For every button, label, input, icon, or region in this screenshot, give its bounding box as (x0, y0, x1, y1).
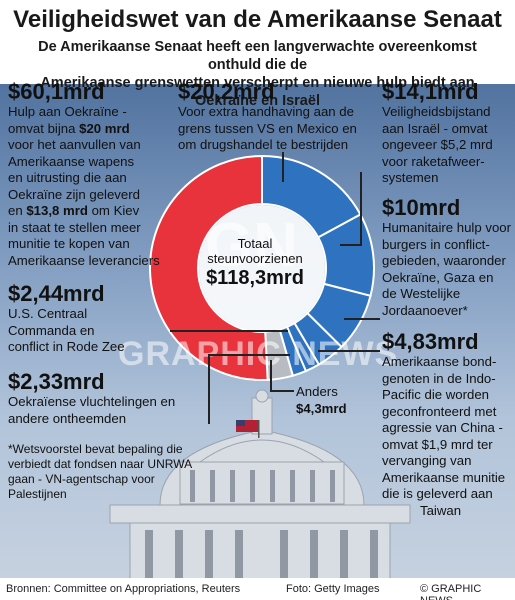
donut-slice-hulp-aan-oekra-ne (149, 154, 269, 381)
leader-humanitarian (344, 318, 380, 320)
page-subtitle: De Amerikaanse Senaat heeft een langverw… (38, 39, 477, 109)
block-centcom: $2,44mrd U.S. Centraal Commanda en confl… (8, 282, 168, 356)
donut-hole (199, 205, 325, 331)
footer-sources: Bronnen: Committee on Appropriations, Re… (6, 583, 241, 595)
footnote: *Wetsvoorstel bevat bepaling die verbied… (8, 442, 193, 501)
block-border: $20,2mrd Voor extra handhaving aan de gr… (178, 80, 378, 154)
amount-border: $20,2mrd (178, 79, 275, 104)
block-israel: $14,1mrd Veiligheidsbijstand aan Israël … (382, 80, 512, 187)
footer-credit: © GRAPHIC NEWS (420, 583, 482, 600)
leader-refugees-v (208, 354, 210, 424)
amount-other: $4,3mrd (296, 400, 347, 416)
leader-israel (360, 172, 362, 244)
flag-icon (236, 420, 260, 438)
amount-ukraine: $60,1mrd (8, 79, 105, 104)
total-value: $118,3mrd (206, 267, 304, 289)
block-humanitarian: $10mrd Humanitaire hulp voor burgers in … (382, 195, 512, 318)
block-other: Anders $4,3mrd (296, 384, 376, 417)
amount-refugees: $2,33mrd (8, 369, 105, 394)
leader-centcom (170, 330, 288, 332)
page-title: Veiligheidswet van de Amerikaanse Senaat (13, 6, 502, 33)
total-label: Totaal steunvoorzienen $118,3mrd (200, 236, 310, 290)
block-indopacific: $4,83mrd Amerikaanse bond- genoten in de… (382, 330, 514, 519)
block-ukraine: $60,1mrd Hulp aan Oekraïne - omvat bijna… (8, 80, 178, 269)
header: Veiligheidswet van de Amerikaanse Senaat… (0, 0, 515, 109)
amount-humanitarian: $10mrd (382, 195, 461, 220)
footer-photo: Foto: Getty Images (286, 583, 380, 595)
leader-israel-h (340, 244, 362, 246)
watermark-logo: GN (205, 211, 298, 280)
leader-border (282, 152, 284, 182)
amount-israel: $14,1mrd (382, 79, 479, 104)
amount-indopacific: $4,83mrd (382, 329, 479, 354)
footer: Bronnen: Committee on Appropriations, Re… (0, 578, 515, 600)
leader-indopacific (318, 350, 380, 352)
leader-refugees (208, 354, 290, 356)
amount-centcom: $2,44mrd (8, 281, 105, 306)
leader-other (270, 360, 272, 392)
block-refugees: $2,33mrd Oekraïense vluchtelingen en and… (8, 370, 198, 427)
leader-other-h (270, 390, 294, 392)
